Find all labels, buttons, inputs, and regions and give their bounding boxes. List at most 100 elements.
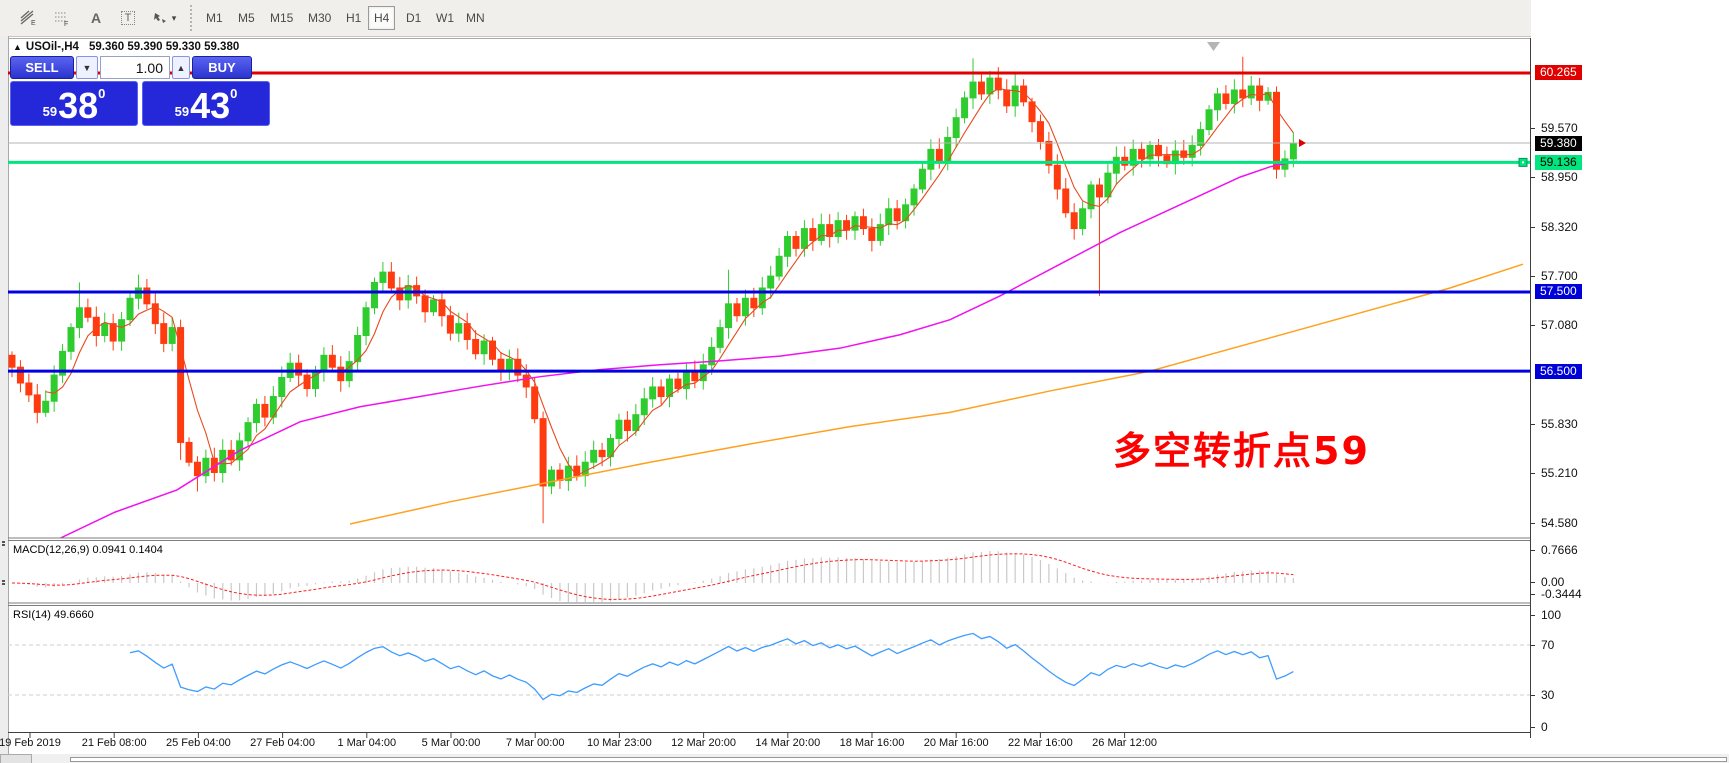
candle-body <box>337 366 345 382</box>
axis-tick-label: 57.080 <box>1541 318 1578 333</box>
candle-body <box>8 354 16 368</box>
price-tick-mark <box>1531 324 1535 326</box>
time-axis-label: 21 Feb 08:00 <box>81 737 147 749</box>
candle-body <box>185 441 193 463</box>
grid-icon[interactable]: F <box>50 7 74 29</box>
time-axis-label: 25 Feb 04:00 <box>165 737 231 749</box>
buy-price-prefix: 59 <box>174 104 190 119</box>
axis-tick-label: 55.210 <box>1541 466 1578 481</box>
scrollbar-corner <box>0 754 32 763</box>
price-badge-59.380: 59.380 <box>1535 135 1582 151</box>
candle-body <box>548 469 556 487</box>
axis-tick-label: 54.580 <box>1541 516 1578 531</box>
timeframe-d1[interactable]: D1 <box>400 6 427 30</box>
price-chart-canvas[interactable] <box>8 38 1532 738</box>
timeframe-mn[interactable]: MN <box>460 6 491 30</box>
candle-body <box>590 449 598 463</box>
indicators-icon[interactable]: E <box>16 7 40 29</box>
candle-body <box>564 465 572 481</box>
candle-body <box>868 228 876 241</box>
time-axis-label: 14 Mar 20:00 <box>755 737 821 749</box>
candle-body <box>784 236 792 257</box>
price-tick-mark <box>1531 522 1535 524</box>
candle-body <box>623 419 631 432</box>
candle-body <box>67 327 75 352</box>
timeframe-m15[interactable]: M15 <box>264 6 299 30</box>
candle-body <box>472 338 480 355</box>
macd-label: MACD(12,26,9) 0.0941 0.1404 <box>13 544 163 556</box>
price-tick-mark <box>1531 549 1535 551</box>
buy-button[interactable]: BUY <box>192 56 252 79</box>
window-left-gutter[interactable] <box>0 36 9 755</box>
candle-body <box>741 297 749 317</box>
toolbar: E F A T ▾ M1 M5 M15 M30 H1 <box>0 0 1729 37</box>
axis-tick-label: 30 <box>1541 688 1555 702</box>
sell-price-box[interactable]: 59 38 0 <box>10 81 138 126</box>
time-axis-label: 20 Mar 16:00 <box>923 737 989 749</box>
candle-body <box>1003 89 1011 107</box>
candle-body <box>994 77 1002 91</box>
candle-body <box>126 297 134 321</box>
time-axis-label: 12 Mar 20:00 <box>671 737 736 749</box>
dropdown-caret-icon[interactable]: ▾ <box>171 12 177 23</box>
candle-body <box>531 386 539 420</box>
candle-body <box>25 382 33 396</box>
axis-tick-label: 55.830 <box>1541 417 1578 432</box>
candle-body <box>1154 144 1162 157</box>
candle-body <box>1036 121 1044 142</box>
buy-price-box[interactable]: 59 43 0 <box>142 81 270 126</box>
candle-body <box>84 307 92 318</box>
last-price-marker <box>1299 139 1306 148</box>
timeframe-h1[interactable]: H1 <box>340 6 367 30</box>
sell-price-prefix: 59 <box>42 104 58 119</box>
candle-body <box>387 271 395 289</box>
candle-body <box>42 400 50 413</box>
volume-decrease-button[interactable]: ▼ <box>76 56 98 79</box>
price-tick-mark <box>1531 644 1535 646</box>
timeframe-m5[interactable]: M5 <box>232 6 261 30</box>
candle-body <box>969 81 977 99</box>
cursor-arrows-glyph <box>154 13 166 23</box>
candle-body <box>750 297 758 309</box>
candle-body <box>379 271 387 283</box>
candle-body <box>1079 208 1087 230</box>
timeframe-w1[interactable]: W1 <box>430 6 460 30</box>
buy-price-pip: 0 <box>230 86 238 101</box>
candle-body <box>295 362 303 376</box>
text-box-icon[interactable]: T <box>116 7 140 29</box>
candle-body <box>1256 85 1264 101</box>
volume-input[interactable] <box>100 56 170 79</box>
scrollbar-groove <box>70 757 1727 762</box>
candle-body <box>396 287 404 301</box>
price-axis[interactable]: 59.570 58.950 58.320 57.700 57.080 55.830 55.2… <box>1531 0 1729 763</box>
time-axis-label: 22 Mar 16:00 <box>1007 737 1073 749</box>
candle-body <box>202 457 210 477</box>
horizontal-scrollbar[interactable] <box>0 754 1729 763</box>
label-a-icon[interactable]: A <box>90 10 102 26</box>
candle-body <box>505 358 513 372</box>
candle-body <box>657 386 665 397</box>
candle-body <box>1222 93 1230 104</box>
candle-body <box>952 117 960 139</box>
sell-button[interactable]: SELL <box>10 56 74 79</box>
candle-body <box>1087 184 1095 210</box>
candle-body <box>252 403 260 424</box>
timeframe-m1[interactable]: M1 <box>200 6 229 30</box>
chart-annotation-text: 多空转折点59 <box>1113 429 1370 473</box>
candle-body <box>1104 172 1112 198</box>
price-badge-56.500: 56.500 <box>1535 363 1582 379</box>
candle-body <box>1112 156 1120 174</box>
ohlc-quote: 59.360 59.390 59.330 59.380 <box>88 41 240 53</box>
timeframe-m30[interactable]: M30 <box>302 6 337 30</box>
candle-body <box>177 327 185 443</box>
candle-body <box>640 398 648 416</box>
volume-increase-button[interactable]: ▲ <box>172 56 190 79</box>
price-tick-mark <box>1531 176 1535 178</box>
timeframe-h4[interactable]: H4 <box>368 6 396 30</box>
cursor-arrows-icon[interactable] <box>148 7 172 29</box>
candle-body <box>649 386 657 400</box>
candle-body <box>75 307 83 329</box>
candle-body <box>244 422 252 442</box>
candle-body <box>885 208 893 226</box>
axis-tick-label: 0.00 <box>1541 575 1565 589</box>
